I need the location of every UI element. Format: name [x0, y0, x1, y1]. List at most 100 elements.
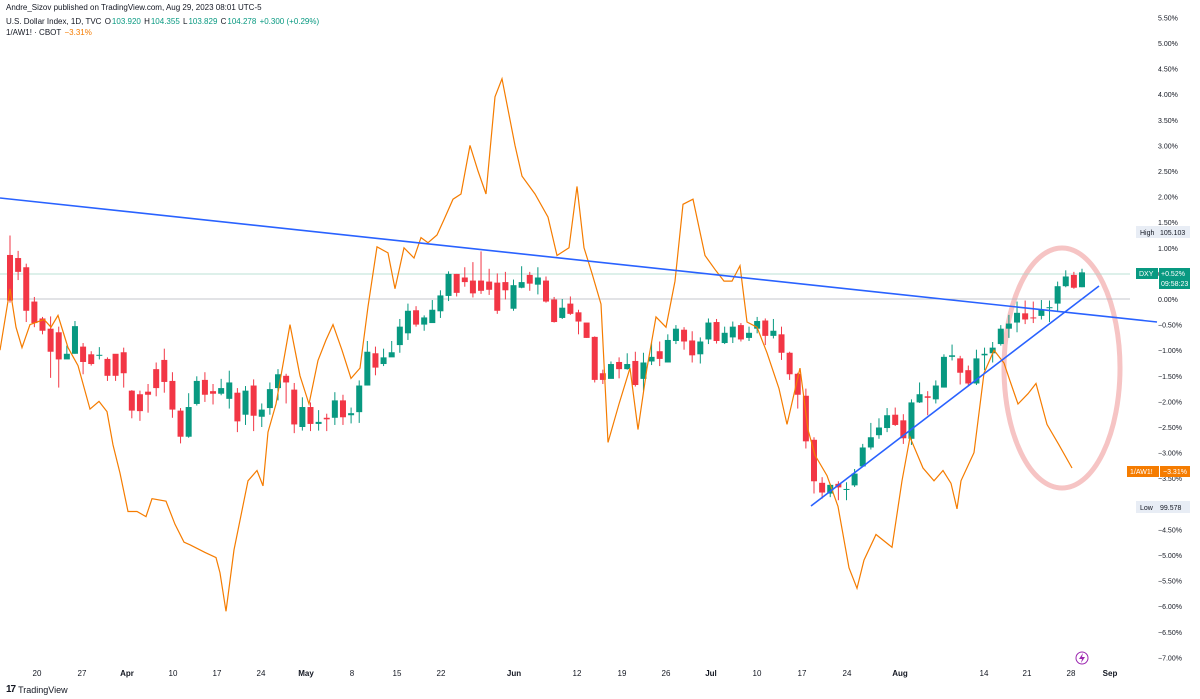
candle [210, 383, 217, 405]
candle [226, 370, 233, 409]
candle [981, 347, 988, 371]
candle-body [201, 379, 208, 395]
y-tick-label: −1.00% [1158, 348, 1182, 355]
candle-body [940, 356, 947, 388]
candle-body [323, 417, 330, 420]
candle-body [380, 357, 387, 365]
candle-body [737, 325, 744, 340]
candle [1054, 281, 1061, 312]
x-tick-label: 8 [350, 669, 355, 678]
x-tick-label: 19 [618, 669, 627, 678]
y-tick-label: −3.50% [1158, 476, 1182, 483]
candle [867, 422, 874, 450]
candle-body [421, 317, 428, 325]
candle-body [616, 361, 623, 370]
candle [599, 369, 606, 384]
candle [136, 390, 143, 421]
candle [323, 413, 330, 432]
candle-body [177, 410, 184, 437]
candle-body [307, 407, 314, 424]
candle-body [339, 400, 346, 418]
candle [23, 263, 30, 323]
candle [591, 336, 598, 383]
candle [713, 318, 720, 344]
candle-body [299, 407, 306, 427]
candle [892, 407, 899, 426]
candle [283, 373, 290, 404]
candle [737, 323, 744, 342]
x-tick-label: 24 [843, 669, 852, 678]
candle [607, 361, 614, 379]
candle-body [96, 354, 103, 356]
candle-body [437, 295, 444, 312]
candle [1062, 270, 1069, 288]
candle [461, 267, 468, 287]
candle [153, 362, 160, 397]
candles-group [7, 235, 1085, 501]
candle-body [632, 360, 639, 386]
candle [543, 276, 549, 303]
dxy-tag: DXY +0.52% 09:58:23 [1136, 268, 1190, 289]
candle-body [811, 439, 817, 482]
candle [88, 351, 95, 366]
candle-body [396, 326, 403, 346]
candle [47, 316, 54, 378]
candle [705, 318, 712, 345]
candle-body [364, 351, 371, 386]
candle [819, 477, 826, 499]
candle-body [23, 267, 30, 311]
candle-body [697, 341, 704, 355]
candle [201, 372, 208, 402]
y-tick-label: −5.50% [1158, 579, 1182, 586]
dxy-tag-label: DXY [1139, 271, 1154, 278]
candle [640, 352, 647, 391]
candle-body [575, 312, 582, 322]
candle [1005, 314, 1012, 338]
lightning-icon[interactable] [1075, 651, 1089, 665]
y-tick-label: 3.50% [1158, 118, 1178, 125]
publisher-line: Andre_Sizov published on TradingView.com… [6, 3, 263, 12]
candle [965, 365, 972, 387]
y-tick-label: −1.50% [1158, 374, 1182, 381]
candle [258, 403, 265, 427]
candle-body [624, 364, 631, 370]
candle-body [802, 395, 809, 442]
candle [616, 357, 623, 379]
candle [104, 357, 111, 381]
candle-body [413, 310, 420, 325]
candle [71, 321, 78, 354]
x-tick-label: 12 [573, 669, 582, 678]
candle [112, 353, 119, 381]
y-tick-label: −2.00% [1158, 399, 1182, 406]
candle [429, 300, 436, 324]
ascending-trendline[interactable] [810, 285, 1100, 507]
y-tick-label: 2.00% [1158, 195, 1178, 202]
brand-name: TradingView [18, 684, 68, 695]
candle [664, 334, 671, 363]
x-tick-label: 28 [1067, 669, 1076, 678]
candle [185, 393, 192, 438]
candle-body [1079, 272, 1085, 288]
candle [1046, 300, 1053, 323]
candle [924, 391, 931, 416]
candle-body [884, 415, 891, 429]
candle-body [494, 282, 501, 311]
candle [1022, 300, 1029, 325]
candle-body [486, 281, 493, 290]
footer-brand[interactable]: 17 TradingView [6, 684, 68, 695]
time-axis[interactable]: 20 27 Apr 10 17 24 May 8 15 22 Jun 12 19 26 Jul 10 17 24 A… [33, 669, 1118, 678]
candle-body [754, 321, 761, 329]
descending-trendline[interactable] [0, 197, 1158, 323]
y-tick-label: −4.50% [1158, 527, 1182, 534]
y-tick-label: 5.00% [1158, 41, 1178, 48]
candle-body [705, 322, 712, 340]
candle-body [827, 484, 834, 494]
y-tick-label: −6.00% [1158, 604, 1182, 611]
candle [348, 407, 355, 424]
x-tick-label: May [298, 669, 314, 678]
price-axis[interactable]: 5.50% 5.00% 4.50% 4.00% 3.50% 3.00% 2.50% 2.00%… [1158, 15, 1182, 662]
candle-body [786, 352, 793, 375]
candle [55, 326, 62, 388]
y-tick-label: −6.50% [1158, 630, 1182, 637]
